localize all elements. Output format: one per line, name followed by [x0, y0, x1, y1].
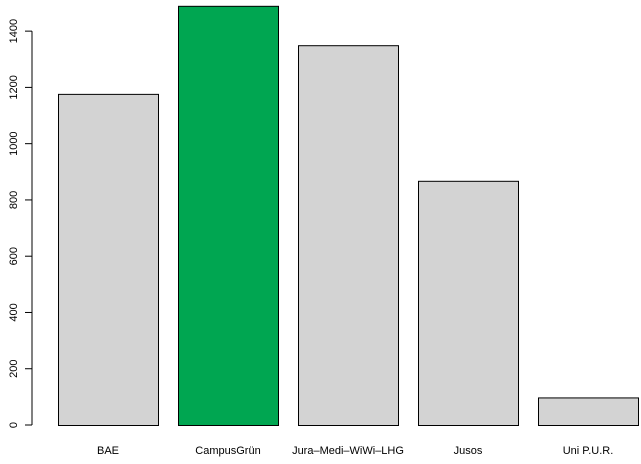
x-tick-label: Jusos	[454, 445, 483, 457]
x-tick-label: Jura–Medi–WiWi–LHG	[292, 445, 404, 457]
x-tick-label: BAE	[97, 445, 119, 457]
bar	[178, 5, 279, 427]
y-tick-label: 800	[8, 191, 20, 209]
y-tick-label: 1400	[8, 19, 20, 43]
y-tick-label: 600	[8, 247, 20, 265]
bar	[418, 180, 519, 426]
bar	[538, 397, 639, 426]
bar	[298, 45, 399, 426]
y-tick-label: 400	[8, 303, 20, 321]
y-tick-label: 0	[8, 422, 20, 428]
y-tick-label: 1200	[8, 75, 20, 99]
x-tick-label: CampusGrün	[195, 445, 260, 457]
y-tick-label: 1000	[8, 131, 20, 155]
bar	[58, 93, 159, 426]
x-tick-label: Uni P.U.R.	[563, 445, 614, 457]
y-tick-label: 200	[8, 360, 20, 378]
